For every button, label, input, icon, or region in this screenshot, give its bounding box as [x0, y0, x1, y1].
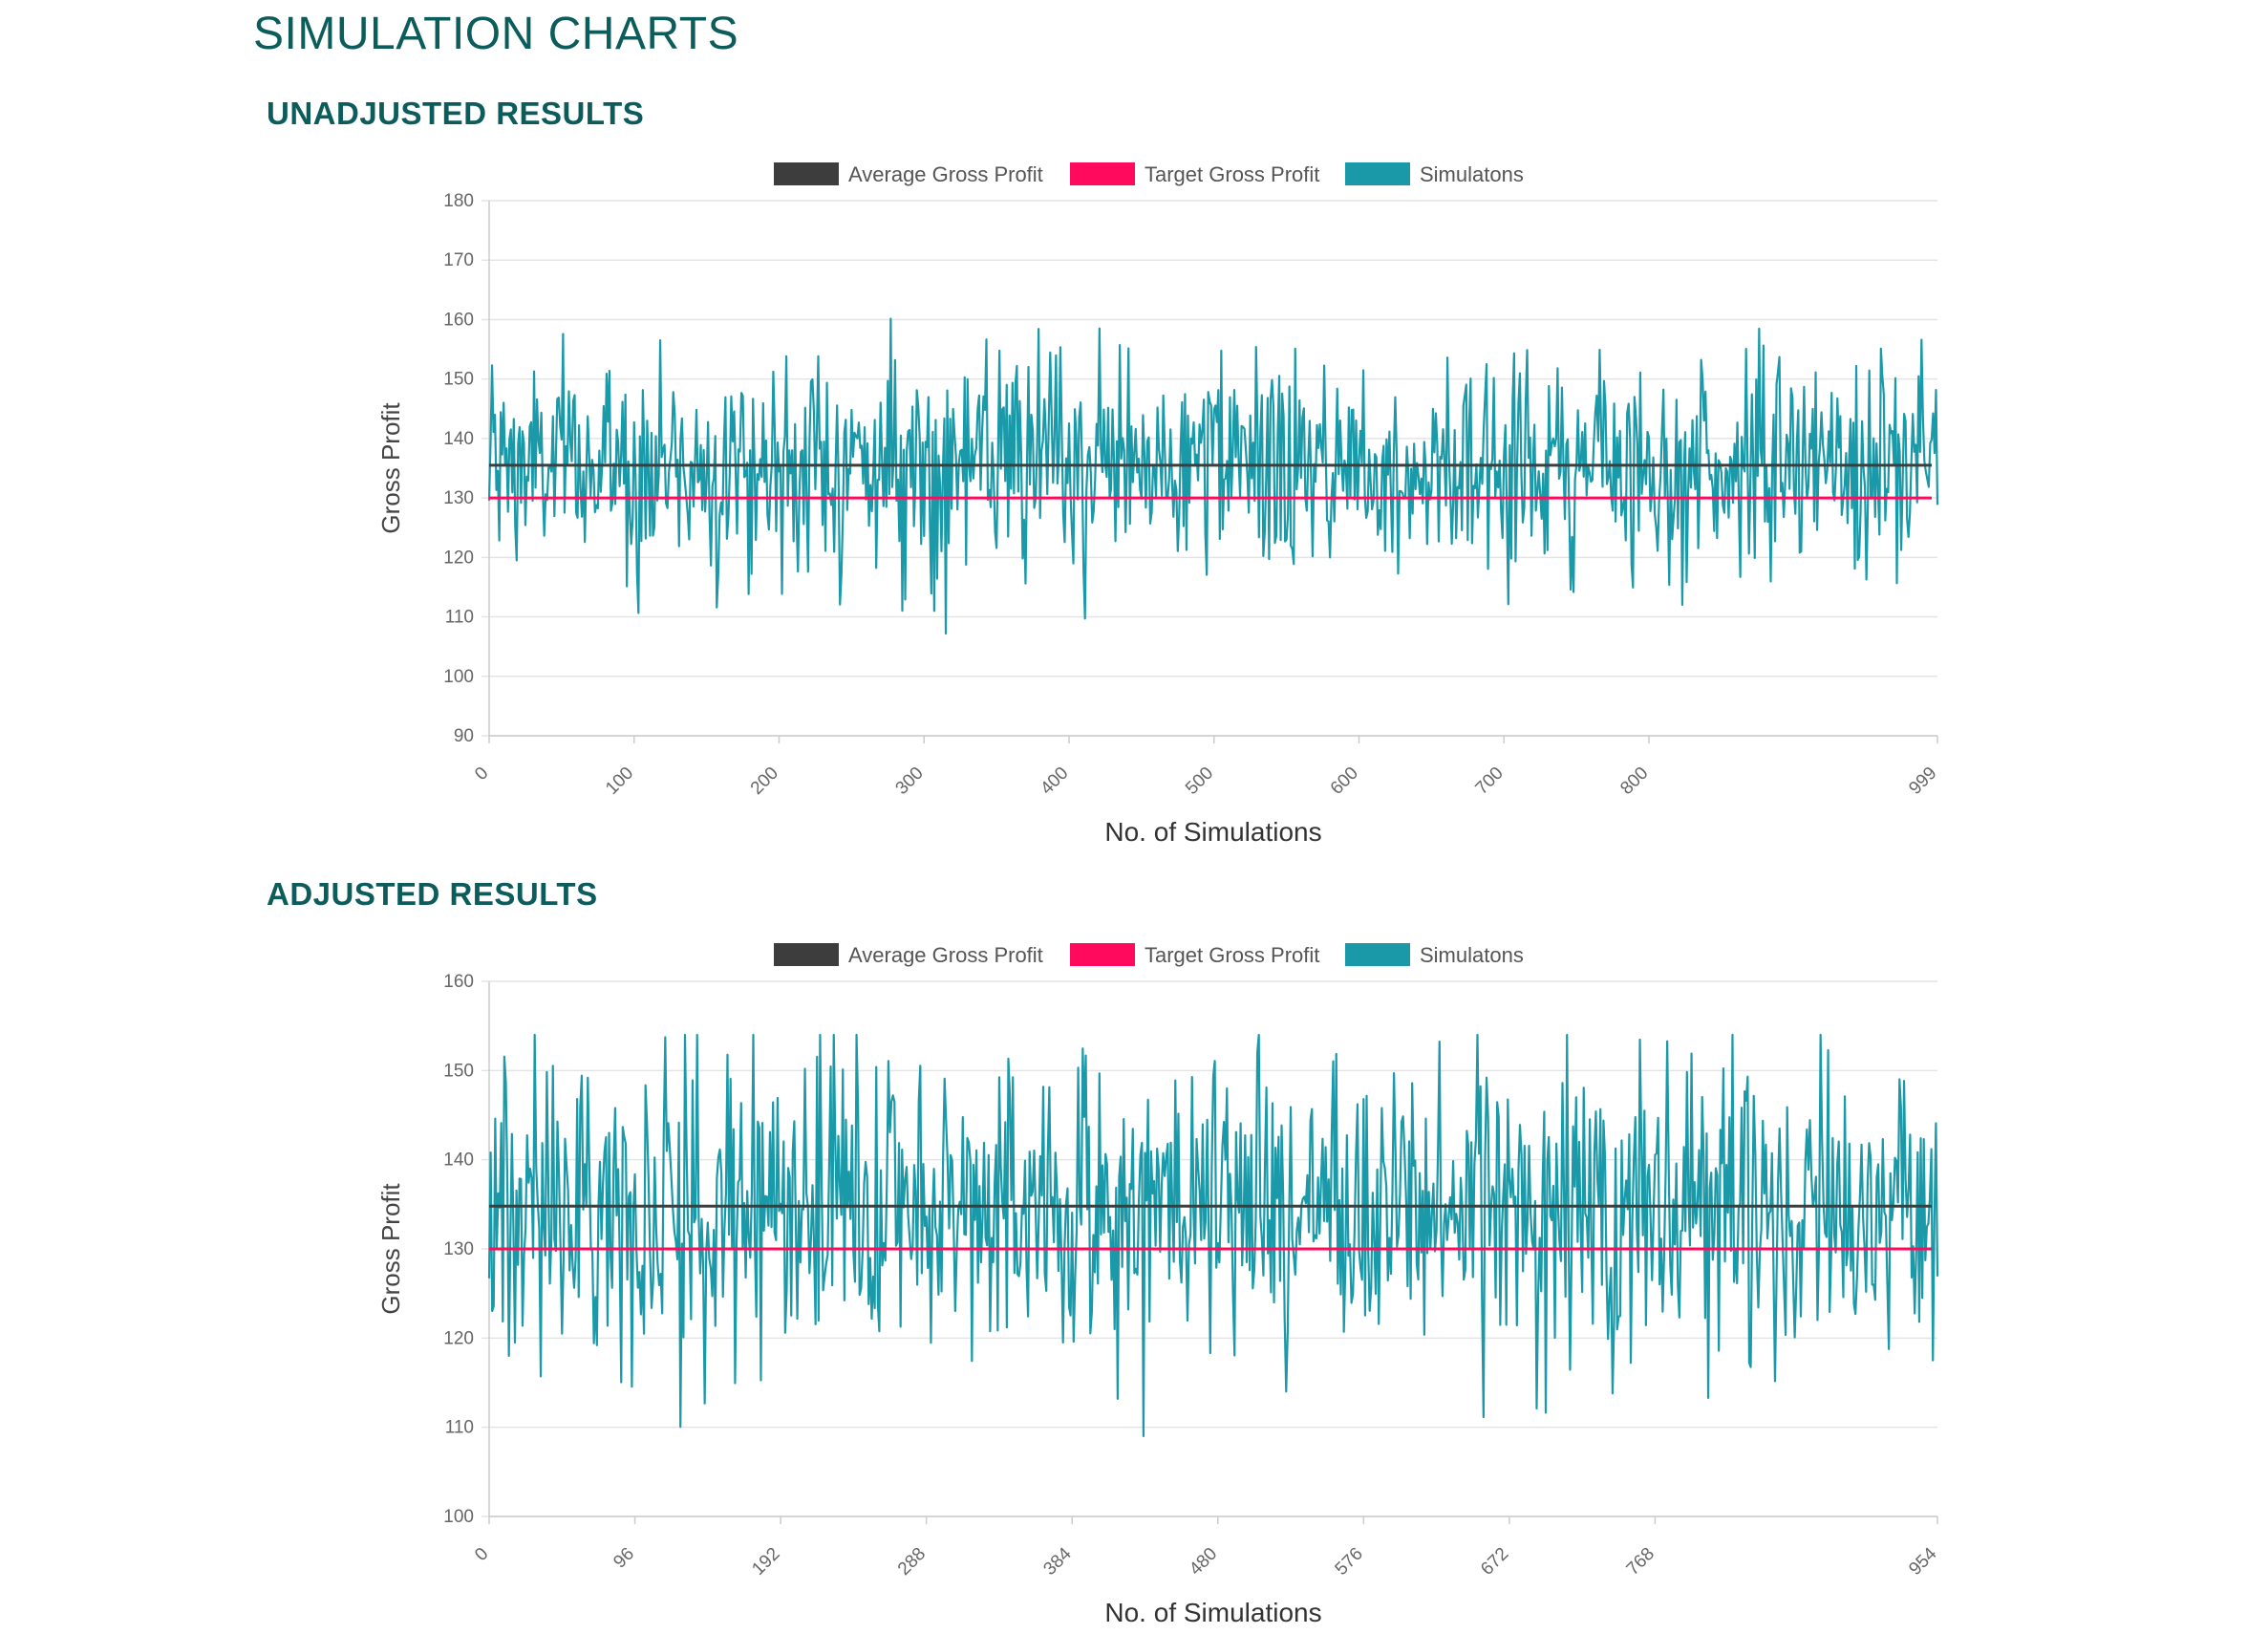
simulations-series-line: [489, 319, 1937, 634]
adjusted-results-title: ADJUSTED RESULTS: [267, 876, 598, 913]
legend-label-2: Simulatons: [1420, 943, 1524, 967]
legend-swatch-1: [1070, 162, 1135, 185]
x-tick-label: 954: [1905, 1543, 1941, 1580]
page-title: SIMULATION CHARTS: [253, 8, 738, 60]
unadjusted-results-title: UNADJUSTED RESULTS: [267, 96, 644, 132]
y-axis-title: Gross Profit: [376, 1183, 405, 1315]
x-tick-label: 576: [1332, 1544, 1367, 1580]
x-tick-label: 480: [1186, 1544, 1221, 1580]
y-tick-label: 160: [443, 310, 474, 330]
legend-label-0: Average Gross Profit: [848, 943, 1043, 967]
x-tick-label: 192: [748, 1544, 783, 1580]
y-tick-label: 140: [443, 429, 474, 449]
x-tick-label: 384: [1039, 1543, 1076, 1580]
adjusted-results-chart: Average Gross Profit Target Gross Profit S…: [0, 934, 2268, 1634]
y-tick-label: 150: [443, 370, 474, 390]
y-tick-label: 140: [443, 1150, 474, 1171]
legend-swatch-2: [1345, 162, 1410, 185]
legend-swatch-2: [1345, 943, 1410, 966]
y-tick-label: 90: [454, 726, 474, 746]
legend-label-0: Average Gross Profit: [848, 162, 1043, 186]
unadjusted-results-chart: Average Gross Profit Target Gross Profit S…: [0, 153, 2268, 860]
y-tick-label: 160: [443, 972, 474, 992]
legend-swatch-1: [1070, 943, 1135, 966]
y-tick-label: 180: [443, 191, 474, 211]
x-tick-label: 96: [610, 1544, 638, 1573]
y-axis-title: Gross Profit: [376, 402, 405, 534]
x-tick-label: 672: [1477, 1544, 1512, 1580]
x-tick-label: 288: [894, 1544, 930, 1580]
y-tick-label: 100: [443, 667, 474, 687]
x-tick-label: 999: [1905, 763, 1940, 799]
x-tick-label: 700: [1472, 763, 1508, 799]
x-tick-label: 300: [892, 763, 928, 799]
x-tick-label: 800: [1616, 763, 1652, 799]
y-tick-label: 110: [445, 1418, 474, 1438]
x-tick-label: 0: [471, 1544, 492, 1565]
y-tick-label: 130: [443, 1239, 474, 1259]
legend-swatch-0: [774, 943, 839, 966]
x-tick-label: 200: [747, 763, 782, 799]
legend-label-1: Target Gross Profit: [1145, 162, 1319, 186]
y-tick-label: 150: [443, 1061, 474, 1081]
x-axis-title: No. of Simulations: [1104, 817, 1321, 847]
x-axis-title: No. of Simulations: [1104, 1598, 1321, 1627]
x-tick-label: 0: [471, 763, 492, 785]
legend-label-1: Target Gross Profit: [1145, 943, 1319, 967]
legend-label-2: Simulatons: [1420, 162, 1524, 186]
y-tick-label: 100: [443, 1507, 474, 1527]
y-tick-label: 110: [445, 608, 474, 628]
simulations-series-line: [489, 1035, 1937, 1436]
y-tick-label: 120: [443, 548, 474, 568]
x-tick-label: 400: [1037, 763, 1072, 799]
y-tick-label: 130: [443, 488, 474, 508]
legend-swatch-0: [774, 162, 839, 185]
x-tick-label: 600: [1327, 763, 1362, 799]
x-tick-label: 500: [1182, 763, 1217, 799]
x-tick-label: 768: [1623, 1544, 1658, 1580]
x-tick-label: 100: [602, 763, 637, 799]
y-tick-label: 170: [443, 250, 474, 270]
y-tick-label: 120: [443, 1328, 474, 1348]
